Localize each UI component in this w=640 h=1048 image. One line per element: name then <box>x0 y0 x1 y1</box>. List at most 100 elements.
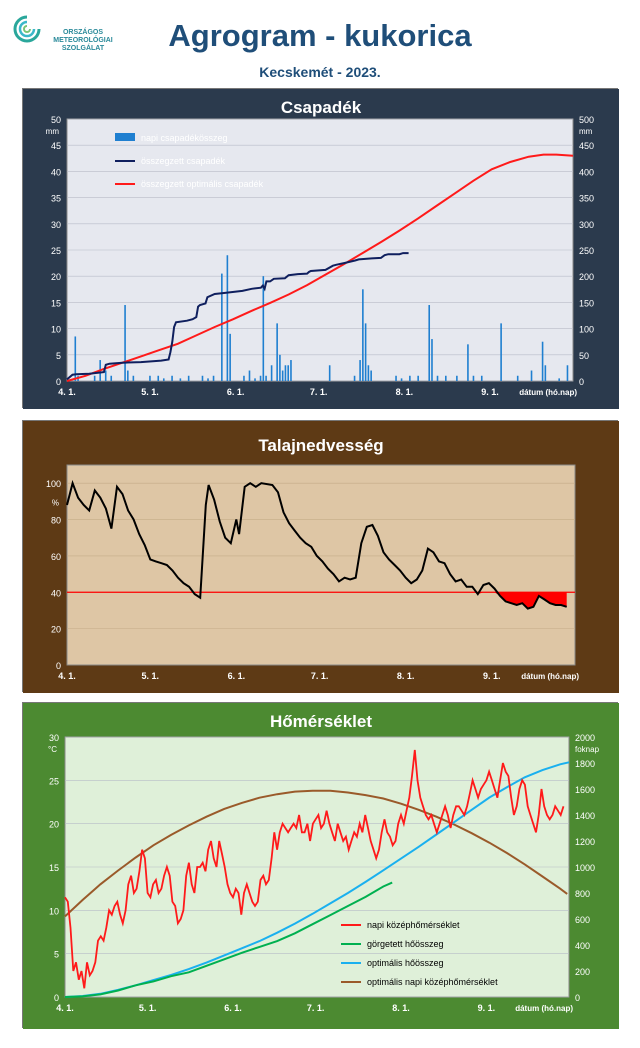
y2-tick-label: 450 <box>579 141 594 151</box>
x-tick-label: 4. 1. <box>58 387 76 397</box>
precip-bar <box>467 344 469 381</box>
y2-tick-label: 50 <box>579 351 589 361</box>
y2-tick-label: 1400 <box>575 811 595 821</box>
x-tick-label: 7. 1. <box>310 387 328 397</box>
precip-bar <box>480 375 483 381</box>
precip-bar <box>187 375 190 381</box>
y-tick-label: 30 <box>49 733 59 743</box>
precip-bar <box>566 365 569 381</box>
legend-label: napi középhőmérséklet <box>367 920 460 930</box>
precip-bar <box>179 378 182 381</box>
precip-bar <box>127 370 129 381</box>
page-title: Agrogram - kukorica <box>168 18 472 53</box>
precip-bar <box>284 365 287 381</box>
y2-tick-label: 300 <box>579 220 594 230</box>
precip-bar <box>353 375 356 381</box>
y-tick-label: 0 <box>56 661 61 671</box>
y-tick-label: 25 <box>49 776 59 786</box>
x-tick-label: 4. 1. <box>58 671 76 681</box>
y-tick-label: 25 <box>51 246 61 256</box>
logo-line: SZOLGÁLAT <box>61 45 105 52</box>
precip-bar <box>530 370 533 381</box>
y2-tick-label: 1800 <box>575 759 595 769</box>
legend-label: összegzett csapadék <box>141 156 226 166</box>
x-tick-label: 9. 1. <box>483 671 501 681</box>
precip-bar <box>110 375 113 381</box>
precip-bar <box>74 336 77 381</box>
precip-bar <box>93 375 96 381</box>
x-axis-label: dátum (hó.nap) <box>515 1004 573 1013</box>
plot-area <box>66 464 576 666</box>
y-tick-label: 20 <box>49 820 59 830</box>
logo-line: ORSZÁGOS <box>62 29 104 36</box>
y2-tick-label: 0 <box>579 377 584 387</box>
chart-title: Csapadék <box>281 98 362 117</box>
precip-bar <box>367 365 370 381</box>
precip-bar <box>265 375 267 381</box>
precip-bar <box>212 375 215 381</box>
y-tick-label: 40 <box>51 167 61 177</box>
legend-label: napi csapadékösszeg <box>141 133 228 143</box>
precip-bar <box>445 375 447 381</box>
soil-moisture-line <box>66 479 568 610</box>
precip-bar <box>500 323 502 381</box>
precipitation-panel: Csapadék 0 5 10 15 20 25 30 35 40 45 50 mm 0 50 100 150 2… <box>22 88 619 409</box>
y-tick-label: 5 <box>56 351 61 361</box>
x-tick-label: 6. 1. <box>228 671 246 681</box>
precip-bar <box>472 375 475 381</box>
logo-text: ORSZÁGOS METEOROLÓGIAI SZOLGÁLAT <box>48 29 118 53</box>
omsz-logo: ORSZÁGOS METEOROLÓGIAI SZOLGÁLAT <box>12 14 132 54</box>
rolling-heat-sum-line <box>64 881 393 998</box>
precip-bar <box>248 370 251 381</box>
y-tick-label: 30 <box>51 220 61 230</box>
precip-bar <box>456 375 458 381</box>
legend-label: görgetett hőösszeg <box>367 939 444 949</box>
precip-bar <box>132 375 135 381</box>
x-tick-label: 8. 1. <box>396 387 414 397</box>
precip-bar <box>254 378 256 381</box>
y-unit-label: °C <box>48 745 57 754</box>
y2-tick-label: 400 <box>579 167 594 177</box>
precip-bar <box>157 375 160 381</box>
precip-bar <box>558 378 560 381</box>
soil-moisture-chart: Talajnedvesség 0 20 40 60 80 100% 4. 1. 5. 1. 6. … <box>23 421 619 693</box>
y2-unit-label: mm <box>579 127 593 136</box>
legend-label: optimális hőösszeg <box>367 958 444 968</box>
precip-bar <box>541 341 544 381</box>
y2-tick-label: 2000 <box>575 733 595 743</box>
legend-swatch-bar <box>115 133 135 141</box>
x-tick-label: 8. 1. <box>397 671 415 681</box>
precip-bar <box>243 375 245 381</box>
precip-bar <box>276 323 278 381</box>
precip-bar <box>428 305 431 381</box>
y2-tick-label: 100 <box>579 325 594 335</box>
y-unit-label: mm <box>46 127 60 136</box>
legend-label: összegzett optimális csapadék <box>141 179 264 189</box>
y-tick-label: 80 <box>51 516 61 526</box>
precip-bar <box>370 370 372 381</box>
x-tick-label: 7. 1. <box>311 671 329 681</box>
y2-tick-label: 250 <box>579 246 594 256</box>
x-tick-label: 8. 1. <box>392 1003 410 1013</box>
cumulative-precip-line <box>66 252 409 381</box>
precip-bar <box>171 375 173 381</box>
optimal-daily-temp-line <box>64 789 568 918</box>
temperature-panel: Hőmérséklet 0 5 10 15 20 25 30 °C 0 200 400 600 800 10… <box>22 702 619 1029</box>
x-tick-label: 9. 1. <box>478 1003 496 1013</box>
y-tick-label: 0 <box>56 377 61 387</box>
precip-bar <box>431 339 433 381</box>
y-tick-label: 100 <box>46 479 61 489</box>
x-axis-label: dátum (hó.nap) <box>521 672 579 681</box>
chart-title: Talajnedvesség <box>258 436 383 455</box>
precip-bar <box>262 276 265 381</box>
x-tick-label: 5. 1. <box>139 1003 157 1013</box>
page-header: ORSZÁGOS METEOROLÓGIAI SZOLGÁLAT Agrogra… <box>0 0 640 86</box>
y-tick-label: 10 <box>51 325 61 335</box>
y2-tick-label: 1200 <box>575 837 595 847</box>
y-tick-label: 50 <box>51 115 61 125</box>
x-tick-label: 6. 1. <box>224 1003 242 1013</box>
y-tick-label: 40 <box>51 588 61 598</box>
precip-bar <box>221 273 223 381</box>
chart-title: Hőmérséklet <box>270 712 372 731</box>
legend-label: optimális napi középhőmérséklet <box>367 977 498 987</box>
